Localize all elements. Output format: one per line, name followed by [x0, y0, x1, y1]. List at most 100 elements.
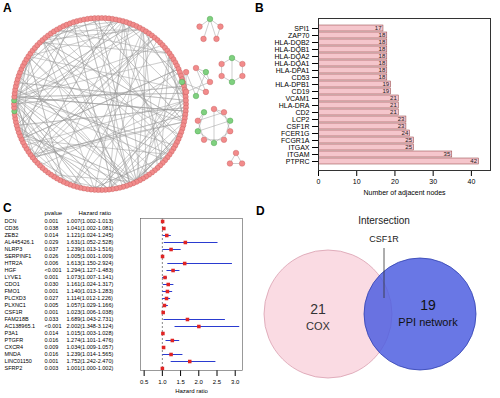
svg-text:1.631(1.052-2.528): 1.631(1.052-2.528): [67, 239, 114, 245]
svg-text:1.239(1.014-1.565): 1.239(1.014-1.565): [67, 351, 114, 357]
svg-text:pvalue: pvalue: [45, 210, 63, 216]
svg-text:NLRP3: NLRP3: [5, 246, 23, 252]
svg-text:PTPRC: PTPRC: [286, 158, 310, 165]
svg-text:21: 21: [390, 102, 397, 108]
svg-text:0.5: 0.5: [140, 379, 149, 385]
svg-text:3.0: 3.0: [231, 379, 240, 385]
svg-text:<0.001: <0.001: [45, 267, 62, 273]
svg-text:18: 18: [379, 46, 386, 52]
svg-text:19: 19: [420, 297, 436, 313]
svg-text:ITGAX: ITGAX: [288, 144, 309, 151]
svg-text:17: 17: [375, 25, 382, 31]
svg-text:0.006: 0.006: [45, 260, 59, 266]
svg-text:PPI network: PPI network: [398, 316, 458, 328]
svg-text:1.161(1.024-1.317): 1.161(1.024-1.317): [67, 281, 114, 287]
svg-text:0.016: 0.016: [45, 337, 59, 343]
svg-text:SPI1: SPI1: [294, 25, 309, 32]
svg-text:35: 35: [444, 151, 451, 157]
svg-text:18: 18: [379, 67, 386, 73]
svg-text:Number of adjacent nodes: Number of adjacent nodes: [363, 189, 446, 197]
svg-text:P3A1: P3A1: [5, 330, 18, 336]
svg-text:20: 20: [391, 178, 399, 185]
svg-text:SERPINF1: SERPINF1: [5, 253, 32, 259]
svg-text:1.015(1.003-1.028): 1.015(1.003-1.028): [67, 330, 114, 336]
svg-text:HLA-DPA1: HLA-DPA1: [276, 67, 310, 74]
svg-text:0.033: 0.033: [45, 316, 59, 322]
svg-text:FAM218B: FAM218B: [5, 316, 29, 322]
svg-text:18: 18: [379, 32, 386, 38]
svg-text:0.001: 0.001: [45, 309, 59, 315]
svg-text:DCN: DCN: [5, 218, 17, 224]
svg-text:10: 10: [353, 178, 361, 185]
svg-text:0.026: 0.026: [45, 253, 59, 259]
svg-text:LYVE1: LYVE1: [5, 274, 22, 280]
svg-text:COX: COX: [306, 320, 331, 332]
svg-text:0.005: 0.005: [45, 302, 59, 308]
svg-text:CD53: CD53: [292, 74, 310, 81]
svg-text:21: 21: [390, 109, 397, 115]
svg-text:21: 21: [310, 301, 326, 317]
svg-text:1.239(1.013-1.516): 1.239(1.013-1.516): [67, 246, 114, 252]
svg-text:1.073(1.007-1.141): 1.073(1.007-1.141): [67, 274, 114, 280]
svg-text:PLCXD3: PLCXD3: [5, 295, 26, 301]
svg-text:2.5: 2.5: [213, 379, 222, 385]
svg-text:1.752(1.242-2.470): 1.752(1.242-2.470): [67, 358, 114, 364]
svg-text:19: 19: [382, 88, 389, 94]
svg-text:18: 18: [379, 39, 386, 45]
svg-text:21: 21: [390, 95, 397, 101]
svg-text:2.0: 2.0: [195, 379, 204, 385]
svg-text:1.057(1.029-1.166): 1.057(1.029-1.166): [67, 302, 114, 308]
svg-text:CD36: CD36: [5, 225, 19, 231]
svg-text:42: 42: [470, 158, 477, 164]
svg-text:LINC01150: LINC01150: [5, 358, 32, 364]
svg-text:1.140(1.013-1.283): 1.140(1.013-1.283): [67, 288, 114, 294]
svg-text:0.037: 0.037: [45, 246, 59, 252]
svg-text:HGF: HGF: [5, 267, 17, 273]
svg-text:23: 23: [398, 116, 405, 122]
svg-text:HTR2A: HTR2A: [5, 260, 23, 266]
svg-text:24: 24: [402, 130, 409, 136]
svg-text:0.001: 0.001: [45, 274, 59, 280]
svg-text:0.029: 0.029: [45, 239, 59, 245]
svg-text:1.274(1.101-1.476): 1.274(1.101-1.476): [67, 337, 114, 343]
svg-text:18: 18: [379, 60, 386, 66]
svg-text:1.294(1.127-1.483): 1.294(1.127-1.483): [67, 267, 114, 273]
svg-text:1.001(1.000-1.002): 1.001(1.000-1.002): [67, 365, 114, 371]
svg-text:1.5: 1.5: [176, 379, 185, 385]
svg-text:ZAP70: ZAP70: [288, 32, 310, 39]
svg-text:25: 25: [405, 137, 412, 143]
svg-text:0.014: 0.014: [45, 232, 59, 238]
svg-text:PTGFR: PTGFR: [5, 337, 24, 343]
svg-text:CD19: CD19: [292, 88, 310, 95]
svg-text:CD2: CD2: [295, 109, 309, 116]
svg-text:0.030: 0.030: [45, 281, 59, 287]
svg-text:23: 23: [398, 123, 405, 129]
svg-text:1.0: 1.0: [158, 379, 167, 385]
svg-text:MNDA: MNDA: [5, 351, 22, 357]
svg-text:Hazard ratio: Hazard ratio: [175, 388, 208, 394]
svg-text:0.016: 0.016: [45, 351, 59, 357]
svg-text:SFRP2: SFRP2: [5, 365, 23, 371]
svg-text:ZEB2: ZEB2: [5, 232, 19, 238]
svg-text:0: 0: [317, 178, 321, 185]
svg-text:30: 30: [429, 178, 437, 185]
svg-text:0.001: 0.001: [45, 358, 59, 364]
svg-text:AC138965.1: AC138965.1: [5, 323, 36, 329]
svg-text:CDO1: CDO1: [5, 281, 20, 287]
svg-text:CSF1R: CSF1R: [287, 123, 310, 130]
svg-text:1.689(1.043-2.731): 1.689(1.043-2.731): [67, 316, 114, 322]
svg-text:1.007(1.002-1.013): 1.007(1.002-1.013): [67, 218, 114, 224]
svg-text:1.034(1.009-1.057): 1.034(1.009-1.057): [67, 344, 114, 350]
svg-text:19: 19: [382, 81, 389, 87]
svg-text:0.014: 0.014: [45, 330, 59, 336]
svg-text:1.114(1.012-1.226): 1.114(1.012-1.226): [67, 295, 114, 301]
svg-text:0.001: 0.001: [45, 218, 59, 224]
svg-text:25: 25: [405, 144, 412, 150]
svg-text:0.009: 0.009: [45, 344, 59, 350]
svg-text:0.001: 0.001: [45, 288, 59, 294]
svg-text:0.003: 0.003: [45, 365, 59, 371]
svg-text:0.027: 0.027: [45, 295, 59, 301]
svg-text:CSF1R: CSF1R: [369, 234, 399, 244]
svg-text:AL445426.1: AL445426.1: [5, 239, 35, 245]
svg-text:1.613(1.150-2.924): 1.613(1.150-2.924): [67, 260, 114, 266]
